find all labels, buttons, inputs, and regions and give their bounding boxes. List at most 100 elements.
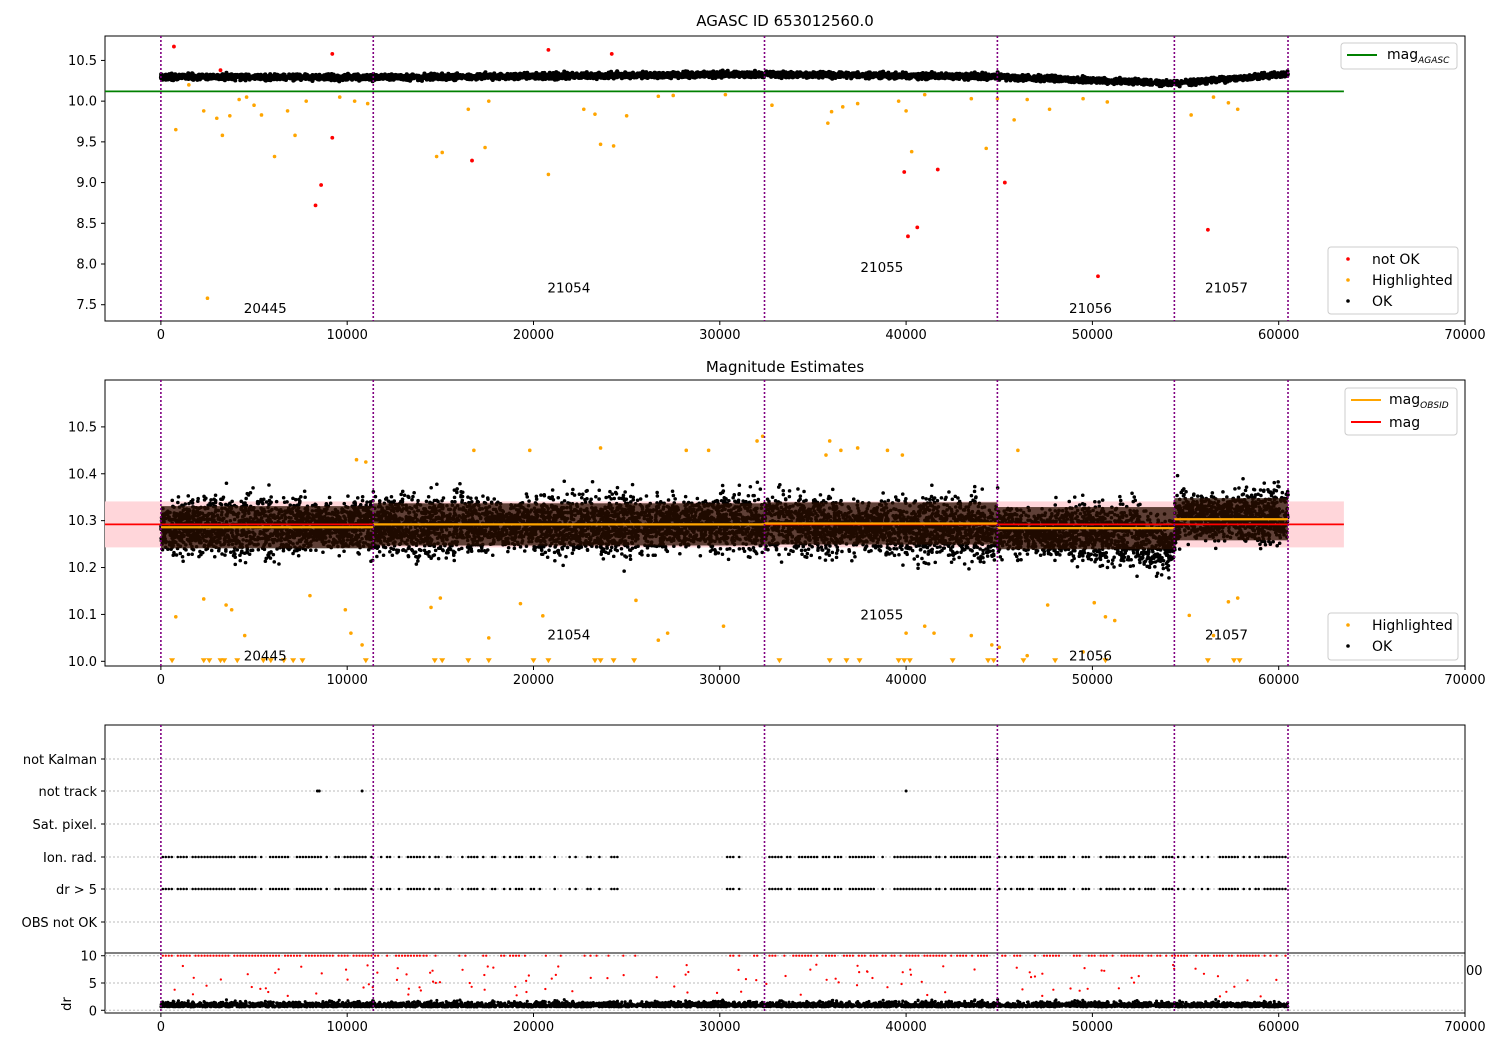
- highlighted-point: [671, 93, 676, 98]
- highlighted-floor-marker: [985, 658, 992, 664]
- highlighted-point: [824, 453, 828, 457]
- highlighted-point: [932, 631, 936, 635]
- highlighted-point: [237, 97, 241, 102]
- highlighted-point: [343, 607, 348, 612]
- legend-swatch-ok: [1346, 299, 1350, 303]
- obsid-label: 21056: [1069, 649, 1112, 665]
- not-ok-point: [915, 225, 920, 230]
- mid-panel-marks: 10.0 10.1 10.2 10.3 10.4 10.5 0 10000 20000 30000…: [68, 380, 1486, 688]
- mid-xtick-label: 10000: [327, 673, 368, 688]
- top-panel-marks: 7.5 8.0 8.5 9.0 9.5 10.0 10.5 0 10000 20000 30000 4…: [68, 36, 1486, 343]
- highlighted-point: [581, 107, 586, 112]
- magnitude-estimates-panel: Magnitude Estimates 10.0 10.1 10.2 10.3 10.4…: [68, 358, 1486, 688]
- highlighted-point: [438, 596, 443, 600]
- highlighted-point: [434, 154, 439, 159]
- highlighted-point: [900, 453, 905, 457]
- not-ok-point: [330, 135, 335, 140]
- highlighted-point: [904, 631, 908, 635]
- legend-swatch-ok: [1346, 644, 1350, 648]
- highlighted-point: [205, 296, 210, 301]
- not-track-point: [360, 789, 364, 793]
- highlighted-floor-marker: [826, 658, 833, 664]
- highlighted-point: [440, 150, 445, 155]
- legend-label-obsid: magOBSID: [1389, 392, 1449, 411]
- highlighted-point: [365, 101, 370, 106]
- highlighted-floor-marker: [1230, 658, 1237, 664]
- top-ytick-label: 10.0: [68, 95, 97, 110]
- mid-ytick-label: 10.2: [68, 561, 97, 576]
- legend-box: [1327, 246, 1459, 315]
- top-ytick-label: 9.0: [76, 176, 97, 191]
- highlighted-point: [364, 460, 368, 464]
- highlighted-floor-marker: [299, 658, 306, 664]
- highlighted-point: [1235, 107, 1240, 112]
- highlighted-floor-marker: [221, 658, 228, 664]
- top-ytick-label: 10.5: [68, 54, 97, 69]
- highlighted-point: [909, 149, 914, 154]
- highlighted-floor-marker: [895, 658, 902, 664]
- highlighted-point: [634, 598, 638, 603]
- highlighted-point: [483, 145, 487, 150]
- flag-ytick-label: Ion. rad.: [43, 851, 97, 866]
- agasc-magnitude-panel: AGASC ID 653012560.0 7.5 8.0 8.5 9.0 9.5 10.0…: [68, 12, 1486, 343]
- highlighted-point: [546, 172, 551, 177]
- dr-axis-label: dr: [60, 997, 75, 1011]
- not-ok-point: [935, 167, 940, 172]
- highlighted-floor-marker: [431, 658, 438, 664]
- mid-xtick-label: 70000: [1444, 673, 1485, 688]
- highlighted-floor-marker: [856, 658, 863, 664]
- highlighted-floor-marker: [610, 658, 617, 664]
- stray-tick-label: 00: [1466, 964, 1483, 979]
- obsid-label: 21054: [547, 628, 590, 644]
- highlighted-floor-marker: [439, 658, 446, 664]
- mid-legend-lines: magOBSID mag: [1344, 387, 1458, 436]
- highlighted-floor-marker: [949, 658, 956, 664]
- highlighted-floor-marker: [776, 658, 783, 664]
- ok-points: [158, 68, 1290, 89]
- highlighted-point: [989, 643, 994, 647]
- flag-ytick-label: Sat. pixel.: [33, 818, 97, 833]
- highlighted-point: [840, 105, 845, 109]
- highlighted-floor-marker: [591, 658, 598, 664]
- highlighted-floor-marker: [1102, 658, 1109, 664]
- highlighted-floor-marker: [169, 658, 176, 664]
- top-ytick-label: 9.5: [76, 135, 97, 150]
- legend-swatch-highlighted: [1346, 623, 1350, 627]
- highlighted-point: [995, 96, 1000, 101]
- highlighted-point: [904, 109, 908, 113]
- highlighted-floor-marker: [990, 658, 997, 664]
- mid-ytick-label: 10.5: [68, 420, 97, 435]
- highlighted-point: [337, 95, 342, 99]
- highlighted-point: [1112, 618, 1117, 623]
- highlighted-point: [285, 109, 290, 113]
- not-ok-point: [330, 52, 335, 56]
- highlighted-point: [220, 133, 225, 138]
- highlighted-point: [1103, 614, 1108, 619]
- dr-ytick-label: 5: [89, 977, 97, 992]
- top-xtick-label: 10000: [327, 328, 368, 343]
- highlighted-point: [1189, 113, 1193, 117]
- mid-xtick-label: 40000: [885, 673, 926, 688]
- highlighted-floor-marker: [234, 658, 241, 664]
- highlighted-point: [984, 146, 989, 151]
- not-ok-point: [470, 158, 474, 163]
- highlighted-point: [1226, 100, 1231, 105]
- highlighted-floor-marker: [267, 658, 274, 664]
- top-ytick-label: 7.5: [76, 298, 97, 313]
- highlighted-point: [1045, 603, 1050, 607]
- not-ok-point: [218, 68, 223, 73]
- flags-panel-marks: not Kalman not track Sat. pixel. Ion. rad. d…: [22, 725, 1486, 1035]
- highlighted-point: [598, 446, 603, 450]
- flag-ytick-label: OBS not OK: [22, 916, 98, 931]
- highlighted-point: [969, 96, 974, 101]
- highlighted-point: [187, 83, 191, 87]
- top-xtick-label: 40000: [885, 328, 926, 343]
- highlighted-floor-marker: [530, 658, 537, 664]
- highlighted-floor-marker: [290, 658, 297, 664]
- dr-large-points: [161, 954, 1287, 998]
- obsid-label: 21056: [1069, 301, 1112, 317]
- mid-xtick-label: 0: [157, 673, 165, 688]
- dr-xtick-label: 20000: [513, 1020, 554, 1035]
- highlighted-point: [304, 99, 309, 103]
